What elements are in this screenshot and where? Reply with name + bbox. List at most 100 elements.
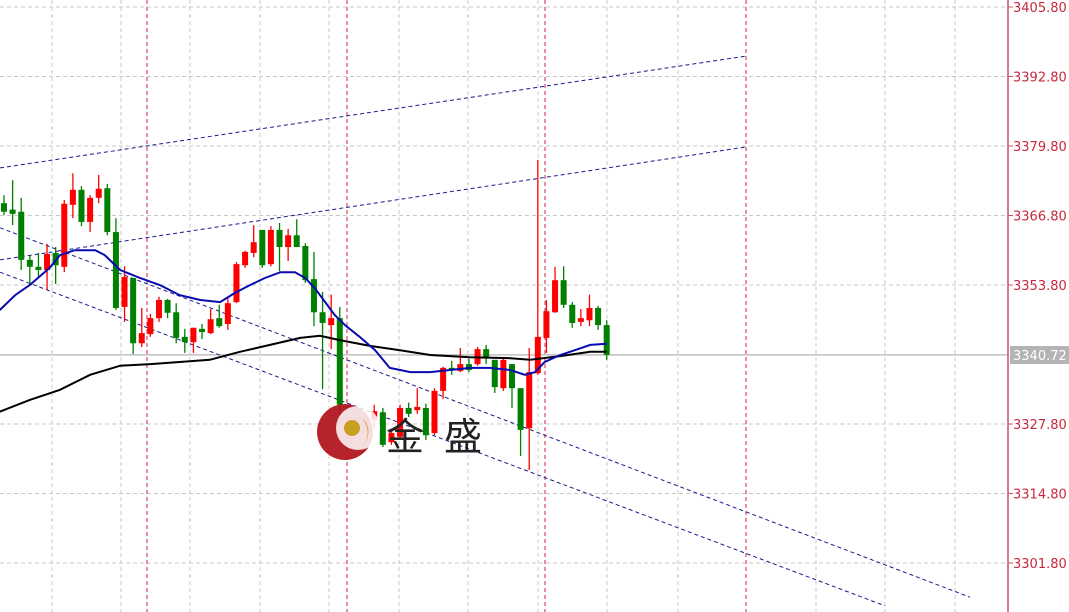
candles [1, 159, 610, 470]
candle [95, 174, 102, 204]
candle [267, 226, 274, 267]
candle-body [526, 372, 533, 429]
candle [216, 304, 223, 328]
candle-body [483, 349, 490, 358]
y-tick-label: 3366.80 [1013, 209, 1067, 224]
candle-body [440, 367, 447, 391]
candle-body [95, 188, 102, 198]
candle [302, 243, 309, 283]
candle-body [422, 407, 429, 436]
candle-body [319, 312, 326, 323]
candle [181, 328, 188, 353]
candle-body [586, 307, 593, 321]
candle-body [457, 364, 464, 372]
channel-lines [0, 55, 971, 607]
period-separators [146, 0, 747, 612]
candle-body [508, 364, 515, 389]
candle-body [276, 229, 283, 248]
candle-body [121, 276, 128, 307]
candle [250, 225, 257, 258]
candle [26, 255, 33, 285]
candle-body [405, 407, 412, 414]
candle [285, 228, 292, 261]
candle-body [35, 266, 42, 271]
candle [52, 247, 59, 284]
logo-leaf-icon [362, 418, 369, 446]
price-axis: 3405.80 3392.80 3379.80 3366.80 3353.80 3327.… [1008, 1, 1067, 572]
candle [543, 299, 550, 353]
candle-body [328, 318, 335, 326]
logo-watermark: 金 盛 [317, 404, 482, 460]
candle [155, 296, 162, 322]
candle-body [216, 318, 223, 327]
candle [500, 358, 507, 391]
candle [422, 403, 429, 441]
channel-line [0, 55, 746, 169]
candle [560, 266, 567, 308]
candle-body [26, 259, 33, 267]
candle [224, 297, 231, 330]
candle [586, 294, 593, 327]
candle-body [560, 280, 567, 305]
candle [603, 320, 610, 360]
candle [242, 250, 249, 268]
candle [483, 344, 490, 365]
candle-body [336, 318, 343, 405]
candle [207, 309, 214, 335]
candle-body [285, 235, 292, 248]
candle [18, 197, 25, 271]
candle-body [78, 189, 85, 222]
candle-body [130, 278, 137, 344]
candle [87, 195, 94, 233]
candle-body [310, 279, 317, 313]
candle-body [87, 197, 94, 222]
candle-body [543, 311, 550, 338]
candle [552, 266, 559, 313]
candle-body [112, 232, 119, 308]
candle-body [181, 336, 188, 343]
candle-body [9, 209, 16, 214]
y-tick-label: 3353.80 [1013, 279, 1067, 294]
y-tick-label: 3301.80 [1013, 557, 1067, 572]
candle [379, 407, 386, 447]
candle-body [414, 406, 421, 411]
candle-body [500, 359, 507, 389]
candle [276, 222, 283, 272]
candle-body [207, 319, 214, 334]
grid [0, 0, 1008, 612]
candle-body [259, 229, 266, 266]
candle-body [199, 328, 206, 333]
candle-body [224, 303, 231, 325]
candle-body [173, 312, 180, 338]
candle [44, 243, 51, 290]
y-tick-label: 3405.80 [1013, 1, 1067, 16]
candle-body [569, 304, 576, 323]
current-price-box [1010, 346, 1069, 364]
logo-gold-ball-icon [344, 420, 360, 436]
moving-averages [0, 249, 607, 413]
candle-body [379, 412, 386, 445]
candle [319, 291, 326, 390]
candle-body [603, 325, 610, 355]
candle-body [1, 203, 7, 212]
candle [199, 324, 206, 339]
candle [104, 183, 111, 236]
candle [534, 159, 541, 375]
candle [328, 294, 335, 350]
candle-body [431, 390, 438, 434]
candle-body [397, 407, 404, 437]
candle [190, 327, 197, 353]
logo-text-sheng: 盛 [444, 415, 482, 459]
candle [405, 402, 412, 418]
candle [138, 307, 145, 348]
candle [595, 305, 602, 330]
candle [293, 219, 300, 248]
candle-body [577, 318, 584, 322]
candle-body [595, 307, 602, 326]
y-tick-label: 3392.80 [1013, 70, 1067, 85]
candle [9, 180, 16, 226]
candle [440, 366, 447, 399]
candle [233, 262, 240, 304]
candle [414, 388, 421, 414]
